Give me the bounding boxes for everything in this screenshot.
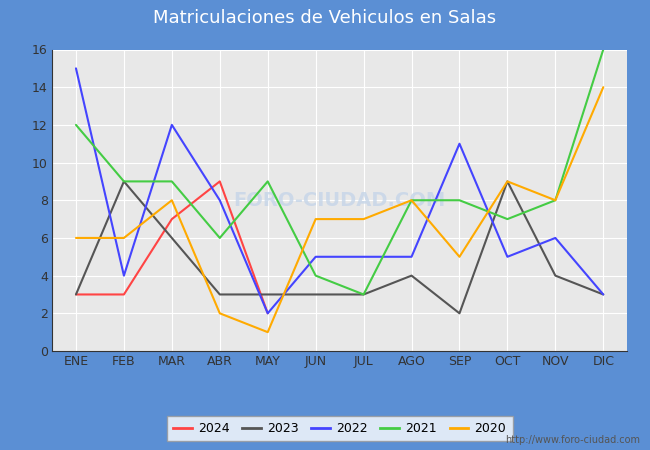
2020 <box>504 179 512 184</box>
2024 <box>168 216 176 222</box>
2023 <box>264 292 272 297</box>
2021 <box>359 292 367 297</box>
Line: 2022: 2022 <box>76 68 603 313</box>
2020 <box>312 216 320 222</box>
2020 <box>168 198 176 203</box>
2020 <box>408 198 415 203</box>
2023 <box>312 292 320 297</box>
2022 <box>551 235 559 241</box>
2024 <box>120 292 128 297</box>
2022 <box>168 122 176 128</box>
2024 <box>72 292 80 297</box>
2021 <box>456 198 463 203</box>
2021 <box>120 179 128 184</box>
2021 <box>264 179 272 184</box>
2020 <box>216 310 224 316</box>
2020 <box>359 216 367 222</box>
Text: Matriculaciones de Vehiculos en Salas: Matriculaciones de Vehiculos en Salas <box>153 9 497 27</box>
2022 <box>264 310 272 316</box>
2023 <box>120 179 128 184</box>
2021 <box>551 198 559 203</box>
2022 <box>504 254 512 260</box>
2021 <box>408 198 415 203</box>
2024 <box>216 179 224 184</box>
2022 <box>120 273 128 278</box>
Text: FORO-CIUDAD.COM: FORO-CIUDAD.COM <box>233 191 446 210</box>
2022 <box>72 66 80 71</box>
2024 <box>264 310 272 316</box>
2022 <box>216 198 224 203</box>
2021 <box>599 47 607 52</box>
2023 <box>551 273 559 278</box>
2023 <box>456 310 463 316</box>
2023 <box>504 179 512 184</box>
2021 <box>216 235 224 241</box>
2020 <box>120 235 128 241</box>
2020 <box>456 254 463 260</box>
2020 <box>599 85 607 90</box>
2022 <box>359 254 367 260</box>
Line: 2020: 2020 <box>76 87 603 332</box>
2022 <box>456 141 463 146</box>
Line: 2021: 2021 <box>76 50 603 294</box>
2022 <box>599 292 607 297</box>
2021 <box>72 122 80 128</box>
Line: 2023: 2023 <box>76 181 603 313</box>
2020 <box>264 329 272 335</box>
Legend: 2024, 2023, 2022, 2021, 2020: 2024, 2023, 2022, 2021, 2020 <box>167 416 512 441</box>
2021 <box>168 179 176 184</box>
Text: http://www.foro-ciudad.com: http://www.foro-ciudad.com <box>505 435 640 445</box>
2023 <box>599 292 607 297</box>
2023 <box>72 292 80 297</box>
2022 <box>312 254 320 260</box>
2021 <box>312 273 320 278</box>
2020 <box>551 198 559 203</box>
2020 <box>72 235 80 241</box>
2022 <box>408 254 415 260</box>
2023 <box>168 235 176 241</box>
2023 <box>359 292 367 297</box>
2023 <box>216 292 224 297</box>
2021 <box>504 216 512 222</box>
2023 <box>408 273 415 278</box>
Line: 2024: 2024 <box>76 181 268 313</box>
